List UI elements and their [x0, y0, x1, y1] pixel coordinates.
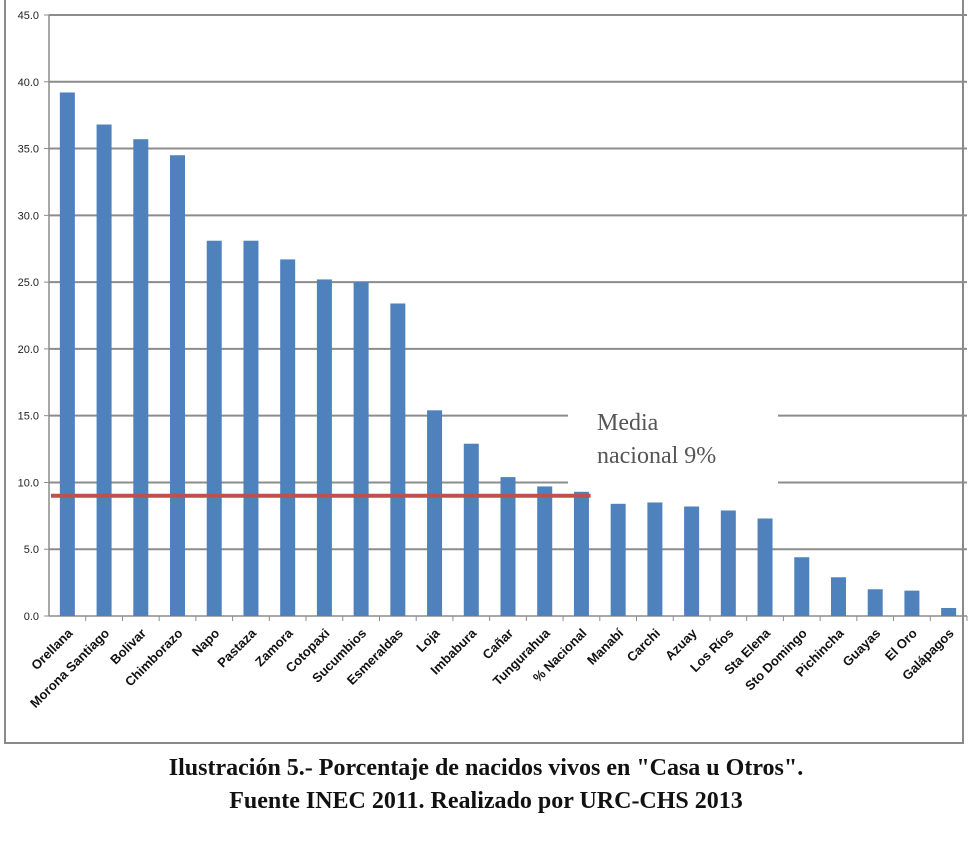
bar [280, 259, 296, 616]
bar [904, 590, 920, 616]
bar [206, 240, 222, 616]
bar [573, 491, 589, 616]
annotation-text-line-2: nacional 9% [597, 443, 716, 469]
bar [867, 589, 883, 616]
bar [757, 518, 773, 616]
bar [794, 557, 810, 616]
bar [170, 155, 186, 616]
bar [243, 240, 259, 616]
y-tick-label: 20.0 [18, 344, 39, 356]
y-tick-label: 10.0 [18, 477, 39, 489]
annotation-text-line-1: Media [597, 410, 659, 436]
x-tick-label: Manabí [584, 625, 627, 668]
x-tick-label: Guayas [839, 626, 883, 670]
annotation-group: Media nacional 9% [51, 398, 778, 498]
bar [720, 510, 736, 616]
bar [59, 92, 75, 616]
bar [463, 443, 479, 616]
bar [427, 410, 443, 616]
bar [941, 607, 957, 616]
x-tick-label: Napo [189, 625, 223, 659]
bar [500, 477, 516, 616]
bar [96, 124, 112, 616]
x-tick-label: Carchi [624, 626, 663, 665]
bar [133, 139, 149, 616]
y-tick-label: 25.0 [18, 277, 39, 289]
x-tick-label: Pastaza [214, 625, 259, 670]
bar [647, 502, 663, 616]
y-tick-label: 5.0 [24, 544, 39, 556]
y-tick-label: 45.0 [18, 10, 39, 22]
y-tick-label: 0.0 [24, 611, 39, 623]
y-tick-label: 35.0 [18, 144, 39, 156]
bar [390, 303, 406, 616]
bars [59, 92, 957, 616]
gridlines [49, 14, 967, 551]
chart-frame [4, 0, 964, 744]
bar-chart: 0.0 5.0 10.0 15.0 20.0 25.0 30.0 35.0 40.0 45.0 O… [18, 10, 968, 711]
y-tick-label: 30.0 [18, 210, 39, 222]
bar [353, 282, 369, 616]
caption-line-2: Fuente INEC 2011. Realizado por URC-CHS … [229, 788, 743, 814]
caption-line-1: Ilustración 5.- Porcentaje de nacidos vi… [168, 755, 804, 781]
y-tick-label: 40.0 [18, 77, 39, 89]
bar [610, 503, 626, 616]
x-tick-label: Loja [413, 625, 443, 655]
y-tick-labels: 0.0 5.0 10.0 15.0 20.0 25.0 30.0 35.0 40.0 45.0 [18, 10, 39, 623]
bar [537, 486, 553, 616]
annotation-background [568, 398, 778, 490]
bar [316, 279, 332, 616]
bar [684, 506, 700, 616]
bar [830, 577, 846, 616]
y-tick-label: 15.0 [18, 411, 39, 423]
